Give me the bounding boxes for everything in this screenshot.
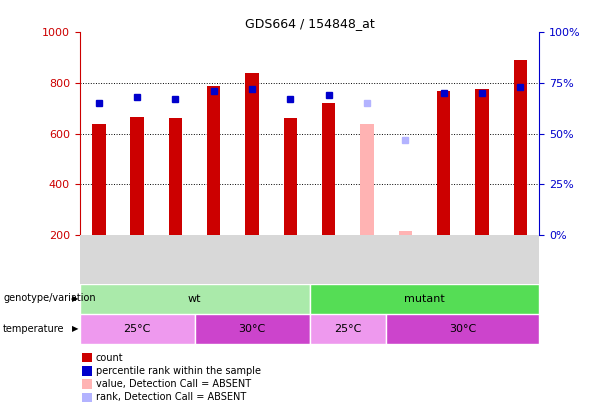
Bar: [437, 91, 451, 235]
Text: count: count: [96, 353, 123, 363]
Text: value, Detection Call = ABSENT: value, Detection Call = ABSENT: [96, 379, 251, 389]
Bar: [82, 354, 92, 362]
Bar: [131, 117, 144, 235]
Bar: [475, 90, 489, 235]
Text: 25°C: 25°C: [334, 324, 362, 334]
Bar: [284, 118, 297, 235]
Text: rank, Detection Call = ABSENT: rank, Detection Call = ABSENT: [96, 392, 246, 402]
Text: temperature: temperature: [3, 324, 64, 334]
Title: GDS664 / 154848_at: GDS664 / 154848_at: [245, 17, 375, 30]
Bar: [398, 231, 412, 235]
Bar: [82, 379, 92, 388]
Bar: [310, 284, 539, 314]
Bar: [169, 118, 182, 235]
Text: genotype/variation: genotype/variation: [3, 294, 96, 303]
Text: 30°C: 30°C: [238, 324, 265, 334]
Bar: [207, 85, 221, 235]
Bar: [386, 314, 539, 344]
Text: wt: wt: [188, 294, 202, 304]
Bar: [310, 314, 386, 344]
Bar: [80, 314, 195, 344]
Bar: [322, 103, 335, 235]
Bar: [245, 73, 259, 235]
Text: 30°C: 30°C: [449, 324, 476, 334]
Bar: [92, 124, 105, 235]
Text: 25°C: 25°C: [123, 324, 151, 334]
Text: ▶: ▶: [72, 324, 79, 333]
Bar: [360, 124, 374, 235]
Bar: [80, 284, 310, 314]
Bar: [82, 392, 92, 402]
Text: ▶: ▶: [72, 294, 79, 303]
Bar: [82, 367, 92, 375]
Bar: [514, 60, 527, 235]
Bar: [195, 314, 310, 344]
Text: percentile rank within the sample: percentile rank within the sample: [96, 366, 261, 376]
Text: mutant: mutant: [404, 294, 445, 304]
